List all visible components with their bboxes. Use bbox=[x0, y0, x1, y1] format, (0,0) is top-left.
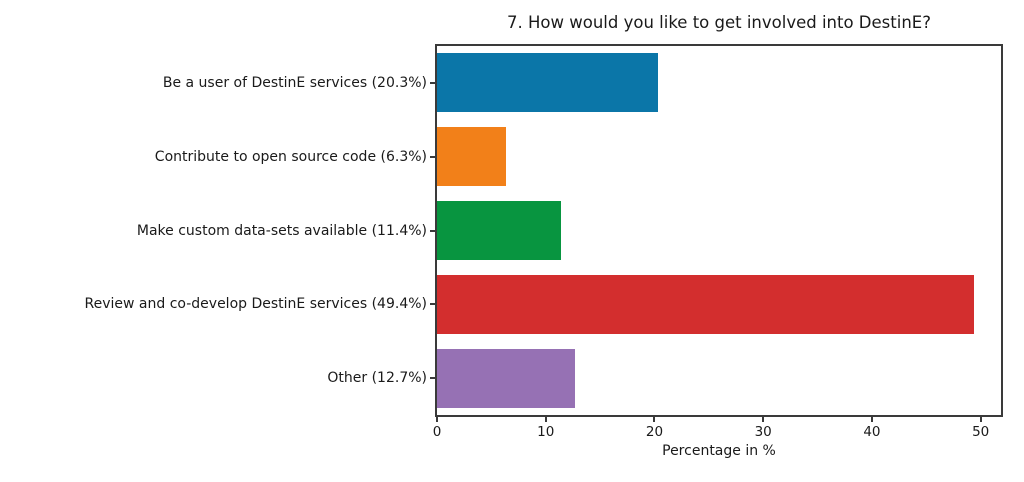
bar-3 bbox=[437, 200, 561, 260]
chart-title: 7. How would you like to get involved in… bbox=[507, 13, 931, 32]
y-tick-mark bbox=[430, 81, 435, 84]
x-axis-label: Percentage in % bbox=[662, 443, 776, 459]
x-tick-label: 40 bbox=[863, 424, 881, 440]
bar-4 bbox=[437, 274, 975, 334]
x-tick-mark bbox=[544, 417, 547, 422]
x-tick-mark bbox=[653, 417, 656, 422]
y-tick-mark bbox=[430, 229, 435, 232]
category-label: Review and co-develop DestinE services (… bbox=[84, 296, 427, 313]
x-tick-mark bbox=[979, 417, 982, 422]
x-tick-label: 0 bbox=[432, 424, 442, 440]
x-tick-mark bbox=[870, 417, 873, 422]
x-tick-label: 20 bbox=[645, 424, 664, 440]
y-tick-mark bbox=[430, 377, 435, 380]
bar-1 bbox=[437, 53, 658, 113]
bar-5 bbox=[437, 348, 576, 408]
category-label: Be a user of DestinE services (20.3%) bbox=[162, 74, 427, 91]
x-tick-label: 30 bbox=[754, 424, 772, 440]
category-label: Make custom data-sets available (11.4%) bbox=[136, 222, 427, 239]
plot-area: Be a user of DestinE services (20.3%) Con… bbox=[85, 44, 1003, 440]
x-tick-label: 10 bbox=[537, 424, 555, 440]
x-tick-mark bbox=[762, 417, 765, 422]
x-tick-label: 50 bbox=[972, 424, 990, 440]
category-label: Contribute to open source code (6.3%) bbox=[154, 148, 427, 165]
y-tick-mark bbox=[430, 155, 435, 158]
x-tick-mark bbox=[436, 417, 438, 422]
bar-2 bbox=[437, 127, 506, 187]
y-tick-mark bbox=[430, 303, 435, 306]
category-label: Other (12.7%) bbox=[327, 370, 427, 387]
